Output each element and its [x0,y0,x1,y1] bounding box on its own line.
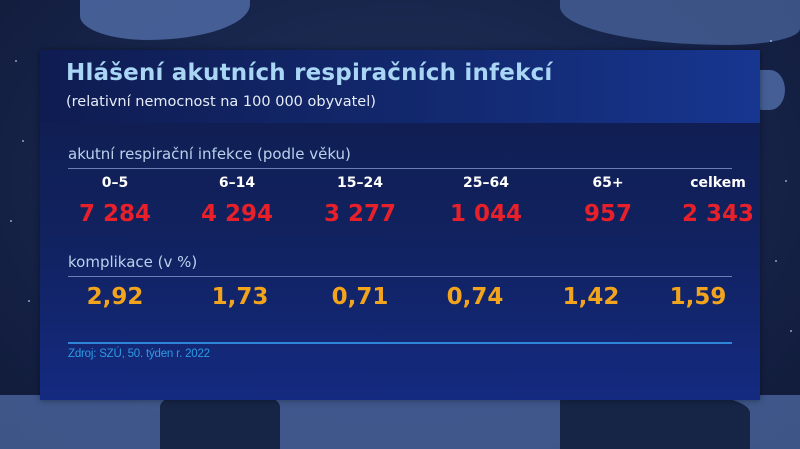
age-group-label: 6–14 [218,175,256,191]
divider [68,276,732,277]
info-panel: Hlášení akutních respiračních infekcí (r… [40,50,760,400]
panel-header: Hlášení akutních respiračních infekcí (r… [40,50,760,123]
complications-section-label: komplikace (v %) [68,253,198,271]
age-group-label: 15–24 [337,175,383,191]
age-group-label: 25–64 [463,175,509,191]
map-ocean [560,395,750,449]
complication-value: 2,92 [86,284,144,310]
age-group-label: celkem [690,175,746,191]
map-landmass [755,70,785,110]
star-dot [785,180,787,182]
star-dot [770,40,772,42]
complication-value: 1,42 [562,284,620,310]
complication-value: 1,59 [669,284,727,310]
map-landmass [560,0,800,45]
incidence-value: 957 [583,201,632,227]
page-subtitle: (relativní nemocnost na 100 000 obyvatel… [66,94,376,110]
star-dot [10,220,12,222]
star-dot [790,330,792,332]
age-group-label: 65+ [592,175,624,191]
incidence-value: 1 044 [449,201,523,227]
complication-value: 1,73 [211,284,269,310]
complication-value: 0,71 [331,284,389,310]
page-title: Hlášení akutních respiračních infekcí [66,60,553,86]
star-dot [15,60,17,62]
incidence-value: 2 343 [681,201,755,227]
incidence-section-label: akutní respirační infekce (podle věku) [68,145,351,163]
complication-value: 0,74 [446,284,504,310]
age-group-label: 0–5 [101,175,129,191]
incidence-value: 3 277 [323,201,397,227]
divider [68,168,732,169]
source-divider [68,342,732,344]
incidence-value: 4 294 [200,201,274,227]
star-dot [22,140,24,142]
source-note: Zdroj: SZÚ, 50. týden r. 2022 [68,348,210,360]
map-ocean [160,395,280,449]
incidence-value: 7 284 [78,201,152,227]
star-dot [28,300,30,302]
star-dot [775,260,777,262]
map-landmass [80,0,250,40]
